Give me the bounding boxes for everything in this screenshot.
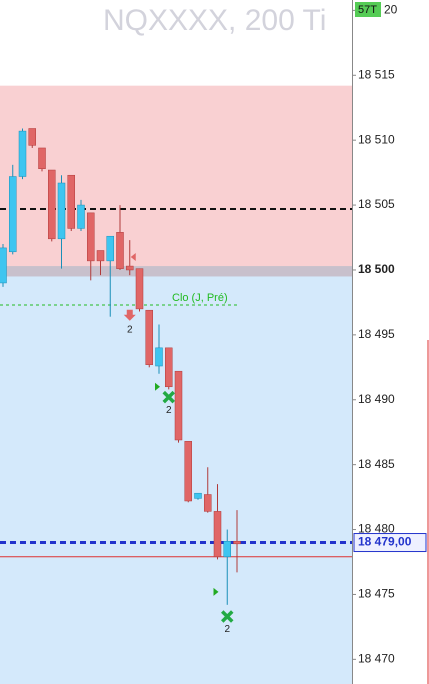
candle-body xyxy=(48,169,56,240)
marker xyxy=(213,587,219,596)
candle-body xyxy=(194,492,202,499)
candle-body xyxy=(145,309,153,365)
y-tick-label: 18 470 xyxy=(358,652,395,666)
marker xyxy=(155,382,160,391)
marker xyxy=(162,390,175,404)
candle-body xyxy=(223,540,231,558)
candle-body xyxy=(126,265,134,271)
candle-body xyxy=(174,370,183,441)
candle-body xyxy=(67,174,75,229)
candle-body xyxy=(233,540,241,545)
marker xyxy=(130,252,136,261)
candle-body xyxy=(9,176,17,253)
candle-body xyxy=(0,247,7,284)
candle-body xyxy=(96,250,105,262)
candle-body xyxy=(57,182,66,240)
y-tick-label: 18 500 xyxy=(358,262,395,276)
candle-body xyxy=(165,347,173,388)
chart-title: NQXXXX, 200 Ti xyxy=(103,4,326,37)
candle-body xyxy=(18,130,27,177)
marker-label: 2 xyxy=(127,324,133,335)
candle-body xyxy=(204,494,212,512)
y-tick-label: 18 475 xyxy=(358,587,395,601)
marker xyxy=(221,610,234,623)
candle-body xyxy=(213,511,222,558)
y-tick-label: 18 515 xyxy=(358,67,395,81)
marker xyxy=(123,309,136,321)
candle-body xyxy=(28,128,36,146)
price-label: 18 479,00 xyxy=(358,535,412,549)
y-tick-label: 20 xyxy=(384,3,398,17)
candle-body xyxy=(87,212,95,262)
y-tick-label: 18 485 xyxy=(358,457,395,471)
price-axis xyxy=(352,0,429,684)
candle-body xyxy=(106,235,114,262)
zone xyxy=(0,85,352,276)
y-tick-label: 18 510 xyxy=(358,132,395,146)
y-tick-label: 18 490 xyxy=(358,392,395,406)
y-tick-label: 18 480 xyxy=(358,522,395,536)
price-label-box xyxy=(353,533,427,553)
candle-body xyxy=(116,232,124,269)
candle-body xyxy=(184,441,192,502)
candle-body xyxy=(155,347,163,367)
y-tick-label: 18 495 xyxy=(358,327,395,341)
marker-label: 2 xyxy=(166,405,172,416)
zone xyxy=(0,275,352,684)
level-label: Clo (J, Pré) xyxy=(172,292,228,304)
zone xyxy=(0,266,352,277)
candle-body xyxy=(77,204,85,229)
badge: 57T xyxy=(358,4,377,16)
y-tick-label: 18 505 xyxy=(358,197,395,211)
marker-label: 2 xyxy=(224,624,230,635)
candle-body xyxy=(135,268,144,310)
candle-body xyxy=(38,147,46,169)
badge-bg xyxy=(355,2,381,17)
